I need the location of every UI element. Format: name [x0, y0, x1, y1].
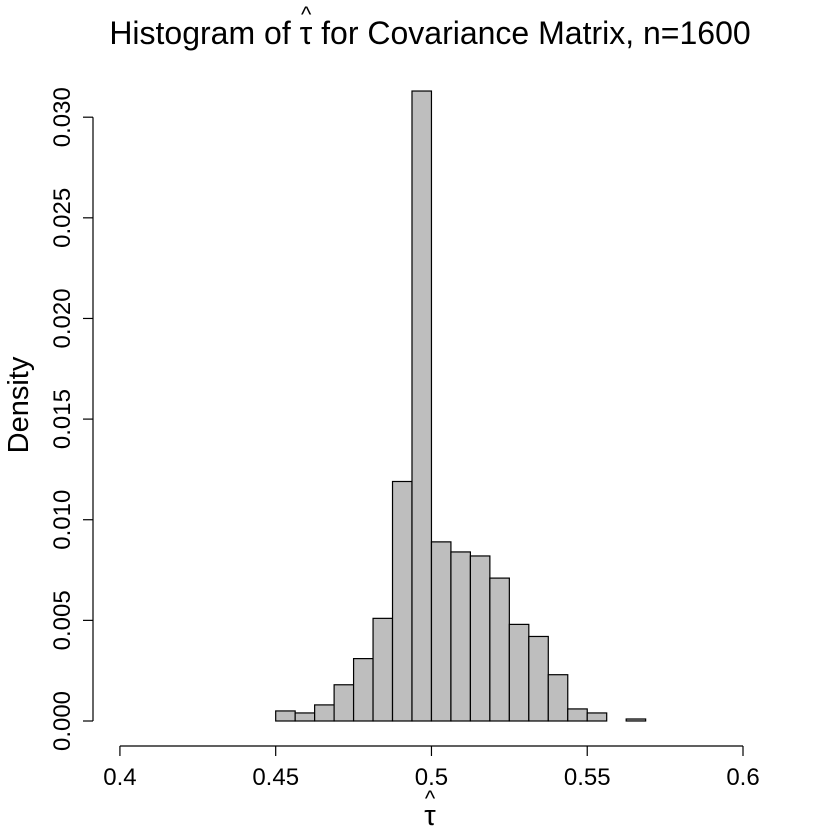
chart-title: Histogram of τ for Covariance Matrix, n=… [109, 15, 750, 51]
histogram-bar [430, 541, 452, 722]
x-axis: 0.4 0.45 0.5 0.55 0.6 [103, 745, 760, 791]
histogram-bar [391, 480, 413, 722]
chart-title-symbol: τ [300, 15, 313, 51]
x-tick-label: 0.45 [252, 764, 299, 791]
x-axis-label-hat-mark: ^ [425, 786, 436, 811]
histogram-bars [275, 90, 647, 722]
y-tick-label: 0.005 [49, 590, 76, 650]
y-tick-label: 0.030 [49, 87, 76, 147]
histogram-bar [333, 684, 355, 722]
histogram-bar [314, 704, 335, 722]
x-tick-label: 0.4 [103, 764, 136, 791]
histogram-bar [450, 551, 472, 722]
y-tick-label: 0.020 [49, 288, 76, 348]
histogram-bar [372, 617, 394, 722]
y-tick-label: 0.025 [49, 188, 76, 248]
x-tick-label: 0.55 [564, 764, 611, 791]
histogram-bar [547, 674, 569, 722]
histogram-bar [411, 90, 433, 722]
histogram-bar [352, 658, 374, 722]
histogram-bar [508, 623, 530, 722]
histogram-bar [489, 577, 510, 722]
y-axis-label: Density [3, 356, 35, 453]
y-tick-label: 0.010 [49, 490, 76, 550]
chart-title-prefix: Histogram of [109, 15, 299, 51]
x-tick-label: 0.5 [415, 764, 448, 791]
histogram-bar [567, 708, 588, 722]
chart-title-suffix: for Covariance Matrix, n=1600 [312, 15, 750, 51]
histogram-bar [294, 712, 316, 722]
histogram-bar [469, 555, 491, 722]
histogram-bar [275, 710, 296, 722]
histogram-bar [528, 635, 549, 722]
x-tick-label: 0.6 [726, 764, 759, 791]
x-axis-label: τ [424, 800, 436, 830]
title-hat-mark: ^ [301, 2, 312, 27]
y-tick-label: 0.000 [49, 691, 76, 751]
y-tick-label: 0.015 [49, 389, 76, 449]
histogram-bar [586, 712, 608, 722]
histogram-bar [625, 718, 647, 722]
y-axis: 0.000 0.005 0.010 0.015 0.020 0.025 0.030 [49, 87, 94, 751]
